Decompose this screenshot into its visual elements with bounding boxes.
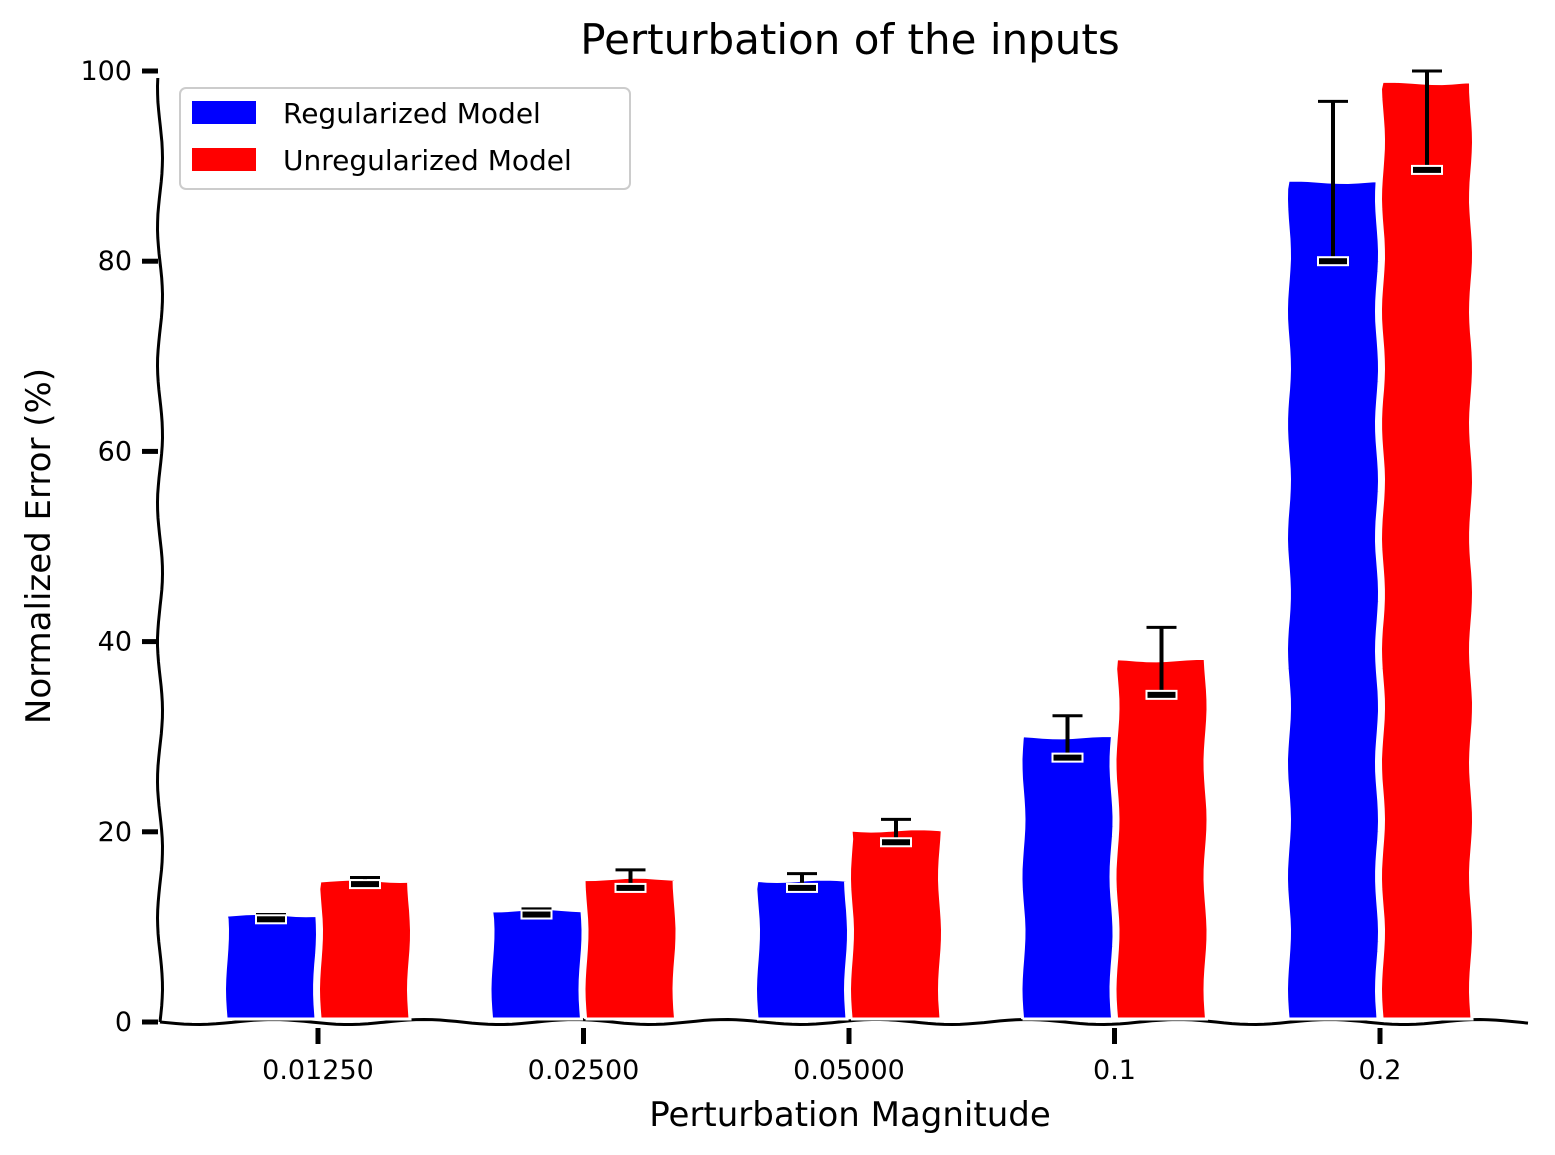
y-ticks: 0 20 40 60 80 100 [80,56,158,1038]
y-tick-label: 40 [98,627,132,658]
y-axis-label: Normalized Error (%) [19,368,59,724]
error-bar-cap-bottom [786,882,818,893]
error-bar-cap-bottom [1145,689,1178,700]
y-tick-label: 60 [98,436,132,467]
y-tick-label: 100 [80,56,132,87]
error-bar-cap-bottom [614,882,647,893]
legend-frame [179,87,631,190]
x-tick-label: 0.1 [1093,1055,1136,1086]
error-bars [255,69,1443,925]
bars [222,79,1476,1021]
x-tick-label: 0.2 [1359,1055,1402,1086]
error-bar-cap-bottom [1411,164,1443,175]
bar-regularized [488,907,585,1021]
x-tick-label: 0.05000 [793,1055,905,1086]
error-bar-cap-bottom [349,879,381,890]
bar-unregularized [316,877,414,1021]
legend-label-regularized: Regularized Model [283,97,541,130]
y-axis: 0 20 40 60 80 100 [80,56,165,1038]
y-tick-label: 0 [115,1007,132,1038]
x-tick-label: 0.01250 [262,1055,374,1086]
x-ticks: 0.01250 0.02500 0.05000 0.1 0.2 [262,1028,1401,1086]
x-axis-label: Perturbation Magnitude [649,1095,1051,1135]
error-bar-cap-bottom [880,837,912,848]
error-bar-cap-bottom [255,914,287,925]
bar-regularized [1284,178,1382,1021]
error-bar-cap-bottom [520,909,553,920]
chart-title: Perturbation of the inputs [580,15,1120,64]
bar-regularized [1019,734,1116,1021]
legend-swatch-regularized [192,101,256,124]
legend-swatch-unregularized [192,148,256,171]
bar-unregularized [847,827,945,1021]
x-tick-label: 0.02500 [528,1055,640,1086]
y-tick-label: 80 [98,246,132,277]
bar-unregularized [582,875,679,1021]
bar-regularized [753,877,851,1021]
error-bar-cap-bottom [1317,256,1349,267]
bar-unregularized [1378,79,1476,1021]
legend-label-unregularized: Unregularized Model [283,144,572,177]
legend: Regularized Model Unregularized Model [179,87,631,190]
bar-unregularized [1113,657,1210,1021]
x-axis-line [159,1017,1529,1027]
bar-regularized [222,911,320,1021]
y-axis-line [155,77,165,1023]
y-tick-label: 20 [98,817,132,848]
x-axis: 0.01250 0.02500 0.05000 0.1 0.2 [159,1017,1529,1086]
error-bar-cap-bottom [1051,752,1084,763]
